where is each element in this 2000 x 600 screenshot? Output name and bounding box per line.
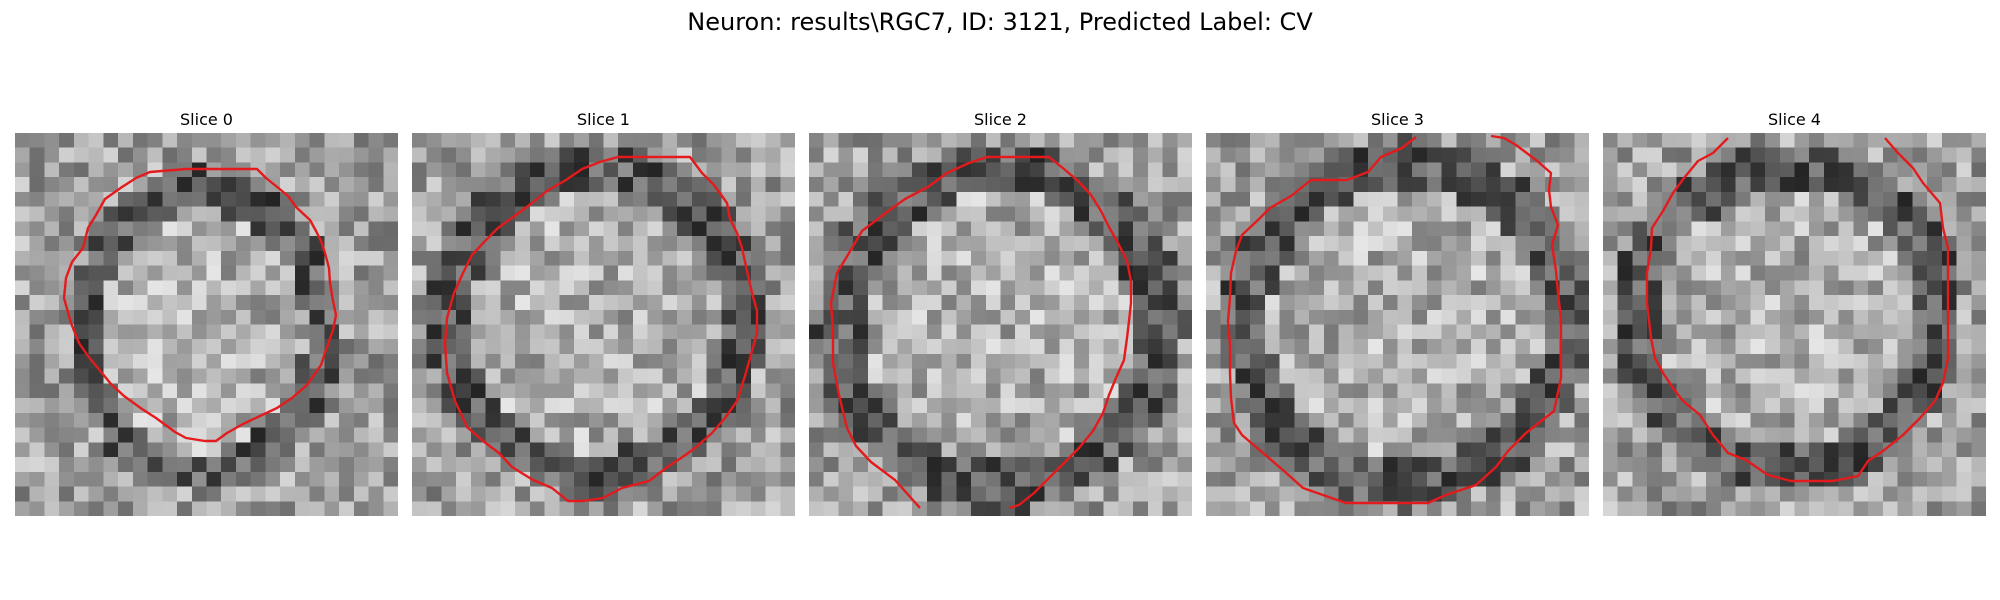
pixel-grid-2	[809, 133, 1192, 516]
slice-panel-0: Slice 0	[15, 107, 398, 516]
pixel-grid-0	[15, 133, 398, 516]
segmentation-contour-4	[1645, 137, 1950, 483]
slice-image-3	[1206, 133, 1589, 516]
figure-title: Neuron: results\RGC7, ID: 3121, Predicte…	[687, 8, 1313, 36]
slice-image-1	[412, 133, 795, 516]
slice-image-0	[15, 133, 398, 516]
slice-title-3: Slice 3	[1371, 110, 1424, 129]
slice-image-2	[809, 133, 1192, 516]
slice-title-1: Slice 1	[577, 110, 630, 129]
slice-panel-4: Slice 4	[1603, 107, 1986, 516]
slice-panel-3: Slice 3	[1206, 107, 1589, 516]
slice-title-0: Slice 0	[180, 110, 233, 129]
pixel-grid-3	[1206, 133, 1589, 516]
slice-title-2: Slice 2	[974, 110, 1027, 129]
slice-panel-2: Slice 2	[809, 107, 1192, 516]
segmentation-contour-0	[62, 167, 338, 443]
pixel-grid-1	[412, 133, 795, 516]
segmentation-contour-2	[829, 155, 1133, 510]
segmentation-contour-1	[443, 155, 759, 503]
pixel-grid-4	[1603, 133, 1986, 516]
slice-image-4	[1603, 133, 1986, 516]
slice-panel-1: Slice 1	[412, 107, 795, 516]
slice-title-4: Slice 4	[1768, 110, 1821, 129]
segmentation-contour-3	[1226, 134, 1563, 505]
